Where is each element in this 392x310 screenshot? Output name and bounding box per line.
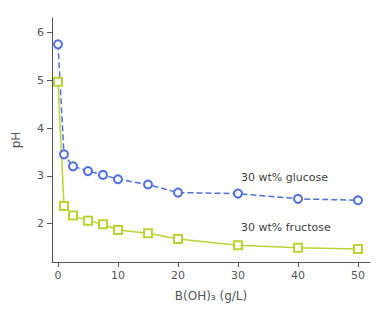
svg-text:30 wt% fructose: 30 wt% fructose: [241, 221, 331, 234]
svg-text:0: 0: [55, 269, 62, 282]
svg-text:20: 20: [171, 269, 185, 282]
svg-text:30 wt% glucose: 30 wt% glucose: [241, 171, 328, 184]
svg-text:40: 40: [291, 269, 305, 282]
svg-text:5: 5: [37, 74, 44, 87]
svg-text:2: 2: [37, 217, 44, 230]
svg-text:30: 30: [231, 269, 245, 282]
svg-text:6: 6: [37, 26, 44, 39]
svg-text:4: 4: [37, 122, 44, 135]
svg-text:pH: pH: [9, 132, 23, 149]
svg-text:10: 10: [111, 269, 125, 282]
svg-text:50: 50: [351, 269, 365, 282]
svg-text:3: 3: [37, 169, 44, 182]
svg-text:B(OH)₃ (g/L): B(OH)₃ (g/L): [175, 289, 247, 303]
